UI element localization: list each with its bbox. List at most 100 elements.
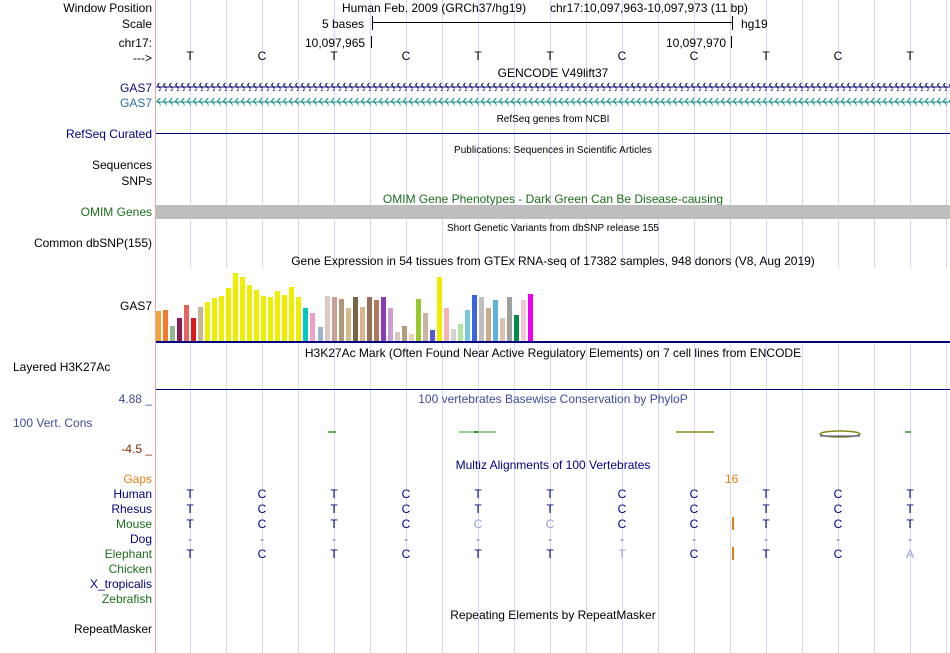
gtex-tissue-bar[interactable] (324, 296, 330, 341)
gtex-tissue-bar[interactable] (226, 288, 232, 341)
refseq-curated-label[interactable]: RefSeq Curated (65, 127, 152, 141)
gtex-tissue-bar[interactable] (422, 313, 428, 341)
refseq-title[interactable]: RefSeq genes from NCBI (496, 114, 610, 125)
scale-text: 5 bases (322, 17, 365, 31)
dbsnp-label[interactable]: Common dbSNP(155) (33, 236, 152, 250)
gtex-tissue-bar[interactable] (429, 330, 435, 341)
human-base: T (762, 487, 770, 501)
phylop-signal[interactable] (156, 425, 950, 441)
snps-label[interactable]: SNPs (121, 174, 152, 188)
species-zebrafish-label: Zebrafish (101, 592, 152, 606)
gtex-tissue-bar[interactable] (163, 310, 168, 341)
gtex-bar-chart[interactable] (156, 268, 950, 341)
gtex-tissue-bar[interactable] (156, 311, 161, 341)
gtex-tissue-bar[interactable] (282, 295, 288, 341)
gtex-tissue-bar[interactable] (240, 277, 246, 341)
multiz-title[interactable]: Multiz Alignments of 100 Vertebrates (455, 458, 651, 472)
gencode-transcripts[interactable] (156, 81, 950, 109)
gtex-tissue-bar[interactable] (507, 297, 512, 341)
gtex-gene-label[interactable]: GAS7 (119, 299, 152, 313)
gtex-tissue-bar[interactable] (500, 318, 505, 341)
h3k27ac-title[interactable]: H3K27Ac Mark (Often Found Near Active Re… (304, 346, 802, 360)
gtex-tissue-bar[interactable] (296, 297, 302, 341)
refseq-gene-line[interactable] (156, 133, 950, 134)
mouse-base: C (833, 517, 843, 531)
gtex-tissue-bar[interactable] (345, 308, 351, 341)
omim-genes-label[interactable]: OMIM Genes (80, 205, 152, 219)
phylop-min-label: -4.5 _ (121, 442, 152, 456)
mouse-base: C (401, 517, 411, 531)
gencode-gene-label-2[interactable]: GAS7 (119, 96, 152, 110)
window-position-label: Window Position (63, 1, 152, 15)
gtex-tissue-bar[interactable] (268, 297, 274, 341)
gtex-tissue-bar[interactable] (177, 318, 183, 341)
gtex-tissue-bar[interactable] (478, 297, 484, 341)
gtex-tissue-bar[interactable] (485, 308, 491, 341)
rhesus-base: C (401, 502, 411, 516)
gtex-tissue-bar[interactable] (394, 332, 400, 341)
gtex-tissue-bar[interactable] (352, 297, 358, 341)
mouse-base: C (257, 517, 267, 531)
gtex-tissue-bar[interactable] (184, 305, 190, 341)
phylop-title[interactable]: 100 vertebrates Basewise Conservation by… (418, 392, 688, 406)
gtex-tissue-bar[interactable] (373, 300, 379, 341)
gtex-tissue-bar[interactable] (443, 308, 449, 341)
gencode-gene-label-1[interactable]: GAS7 (119, 81, 152, 95)
scale-bar-right-tick (732, 16, 733, 30)
omim-title[interactable]: OMIM Gene Phenotypes - Dark Green Can Be… (382, 192, 724, 206)
gtex-tissue-bar[interactable] (247, 285, 253, 341)
h3k27ac-label[interactable]: Layered H3K27Ac (13, 360, 111, 374)
gtex-tissue-bar[interactable] (275, 291, 281, 341)
gtex-tissue-bar[interactable] (205, 302, 211, 341)
gtex-tissue-bar[interactable] (415, 299, 421, 341)
gtex-title[interactable]: Gene Expression in 54 tissues from GTEx … (291, 254, 815, 268)
species-dog-label: Dog (129, 532, 152, 546)
gencode-title[interactable]: GENCODE V49lift37 (497, 66, 609, 80)
gtex-tissue-bar[interactable] (198, 307, 204, 341)
gtex-tissue-bar[interactable] (380, 297, 386, 341)
gtex-tissue-bar[interactable] (408, 334, 414, 341)
gtex-tissue-bar[interactable] (212, 298, 218, 341)
gtex-tissue-bar[interactable] (338, 299, 344, 341)
gtex-tissue-bar[interactable] (366, 297, 372, 341)
repeatmasker-title[interactable]: Repeating Elements by RepeatMasker (450, 608, 656, 622)
gtex-tissue-bar[interactable] (401, 326, 407, 341)
omim-gene-bar[interactable] (156, 205, 950, 219)
coord-right-tick (731, 36, 732, 48)
gtex-tissue-bar[interactable] (528, 294, 534, 341)
gtex-tissue-bar[interactable] (331, 297, 337, 341)
gtex-tissue-bar[interactable] (464, 310, 470, 341)
dbsnp-title[interactable]: Short Genetic Variants from dbSNP releas… (447, 223, 659, 234)
gtex-tissue-bar[interactable] (493, 300, 498, 341)
gtex-tissue-bar[interactable] (387, 308, 393, 341)
human-base: T (906, 487, 914, 501)
gtex-tissue-bar[interactable] (457, 324, 463, 341)
gtex-tissue-bar[interactable] (219, 296, 225, 341)
gtex-tissue-bar[interactable] (317, 327, 323, 341)
elephant-base: C (689, 547, 699, 561)
gtex-tissue-bar[interactable] (514, 315, 519, 341)
cons-label[interactable]: 100 Vert. Cons (13, 416, 93, 430)
sequences-label[interactable]: Sequences (91, 158, 152, 172)
ruler-base: C (833, 49, 843, 63)
strand-label: ---> (133, 51, 152, 65)
repeatmasker-label[interactable]: RepeatMasker (73, 622, 152, 636)
gtex-tissue-bar[interactable] (233, 273, 239, 341)
gtex-tissue-bar[interactable] (254, 290, 260, 341)
gtex-tissue-bar[interactable] (450, 329, 456, 341)
gtex-tissue-bar[interactable] (359, 307, 365, 341)
ruler-base: C (617, 49, 627, 63)
track-image-area[interactable]: Human Feb. 2009 (GRCh37/hg19) chr17:10,0… (156, 0, 950, 653)
gtex-tissue-bar[interactable] (471, 295, 477, 341)
gtex-tissue-bar[interactable] (303, 308, 309, 341)
gtex-tissue-bar[interactable] (261, 296, 267, 341)
gtex-tissue-bar[interactable] (521, 300, 526, 341)
gtex-tissue-bar[interactable] (170, 326, 175, 341)
coord-right: 10,097,970 (666, 36, 727, 50)
gtex-tissue-bar[interactable] (310, 313, 316, 341)
gtex-tissue-bar[interactable] (436, 277, 442, 341)
gtex-tissue-bar[interactable] (289, 287, 295, 341)
gtex-tissue-bar[interactable] (191, 318, 197, 341)
ruler-base: C (257, 49, 267, 63)
publications-title[interactable]: Publications: Sequences in Scientific Ar… (454, 145, 652, 156)
